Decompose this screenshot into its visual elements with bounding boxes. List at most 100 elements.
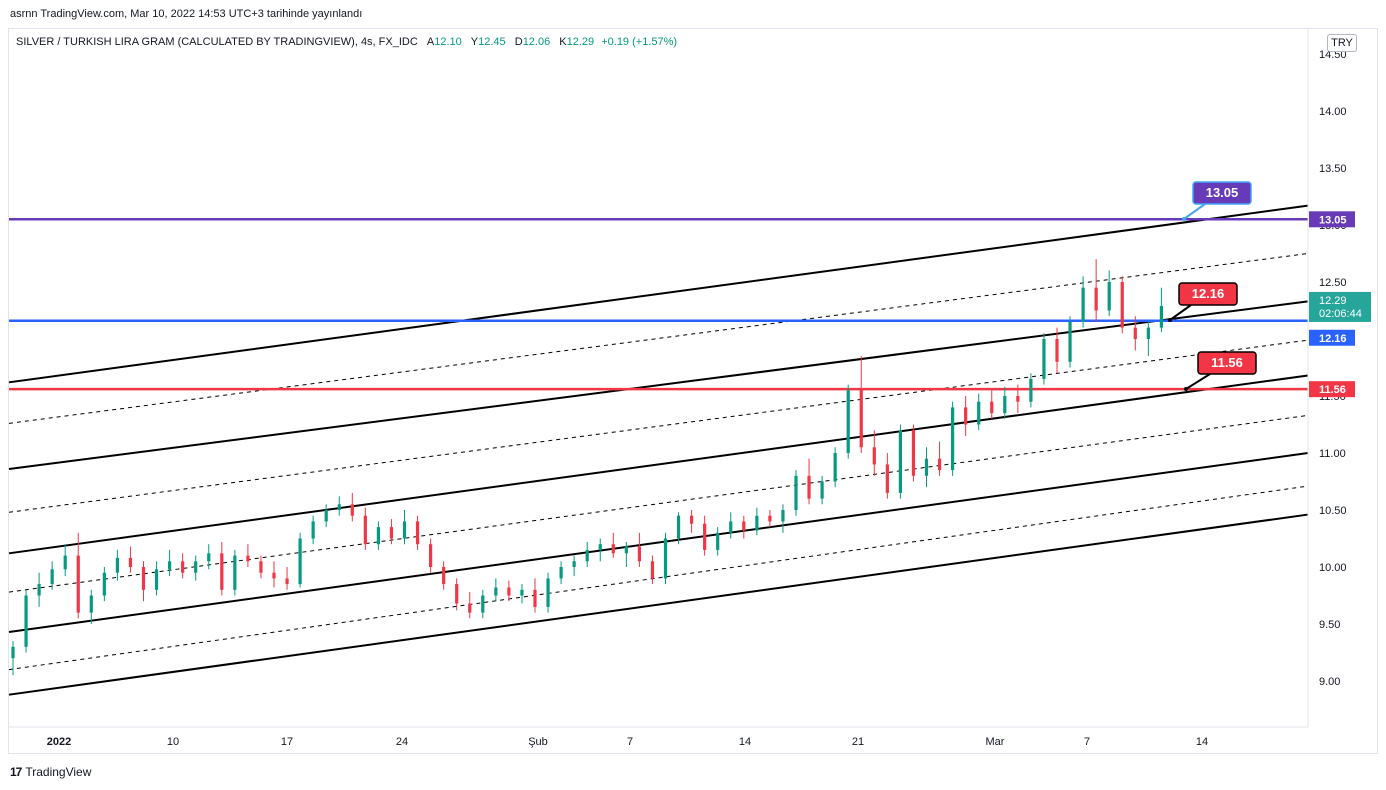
- candle-body: [128, 557, 133, 567]
- axis-value-tag: [1309, 211, 1355, 228]
- channel-solid-line: [8, 204, 1309, 384]
- callout-label: 12.16: [1192, 286, 1225, 301]
- channel-solid-line: [8, 513, 1309, 696]
- candle-body: [585, 549, 589, 562]
- close-value: 12.29: [566, 36, 595, 48]
- candle-body: [429, 544, 433, 567]
- axis-value-tag-label: 12.16: [1319, 333, 1347, 345]
- candle-body: [964, 407, 968, 425]
- chart-frame: [8, 28, 1378, 754]
- price-tick-label: 10.00: [1319, 562, 1347, 574]
- candle-body: [24, 595, 28, 647]
- candle-body: [572, 561, 576, 567]
- candle-body: [350, 504, 354, 516]
- open-value: 12.10: [434, 36, 462, 48]
- candle-body: [1042, 339, 1046, 379]
- time-tick-label: 10: [167, 736, 179, 748]
- candle-body: [833, 453, 837, 482]
- price-tick-label: 10.50: [1319, 505, 1347, 517]
- candle-body: [729, 521, 733, 533]
- tradingview-logo-icon[interactable]: 17: [10, 765, 22, 779]
- candle-body: [337, 504, 341, 510]
- candle-body: [363, 515, 367, 545]
- axis-value-tag-label: 13.05: [1319, 214, 1347, 226]
- candle-body: [990, 401, 994, 414]
- candle-body: [533, 589, 537, 607]
- candle-body: [755, 515, 759, 531]
- current-price-tag: [1309, 291, 1371, 322]
- candle-body: [50, 569, 54, 585]
- candle-body: [154, 569, 159, 590]
- candle-body: [89, 595, 93, 613]
- axis-value-tag: [1309, 329, 1355, 346]
- candle-body: [311, 521, 315, 539]
- candle-body: [1133, 327, 1137, 339]
- time-tick-label: 14: [1196, 736, 1208, 748]
- price-tick-label: 11.00: [1319, 448, 1346, 460]
- callout-anchor: [1182, 217, 1186, 221]
- candle-body: [507, 587, 511, 596]
- callout-box: [1197, 351, 1257, 375]
- candle-body: [272, 572, 276, 579]
- low-label: D: [514, 36, 523, 48]
- candle-body: [376, 527, 380, 545]
- candle-body: [885, 464, 889, 493]
- candle-body: [924, 458, 929, 476]
- candle-body: [63, 555, 67, 570]
- candle-body: [1107, 282, 1111, 311]
- channel-solid-line: [8, 374, 1309, 555]
- callout-label: 11.56: [1211, 355, 1243, 370]
- axis-value-tag: [1309, 381, 1355, 398]
- candle-body: [951, 407, 955, 471]
- time-axis[interactable]: 2022 10 17 24 Şub 7 14 21 Mar 7 14: [9, 726, 1308, 748]
- candle-body: [298, 538, 302, 585]
- candle-body: [1068, 321, 1072, 362]
- callout-pointer: [1169, 304, 1192, 321]
- open-label: A: [426, 36, 435, 48]
- price-tick-label: 14.50: [1319, 49, 1347, 61]
- candle-body: [611, 544, 615, 554]
- callout-anchor: [1184, 387, 1188, 391]
- candle-body: [598, 544, 602, 550]
- callout-box: [1192, 181, 1252, 205]
- candle-body: [977, 401, 981, 425]
- currency-button[interactable]: TRY: [1327, 34, 1357, 52]
- symbol-name[interactable]: SILVER / TURKISH LIRA GRAM (CALCULATED B…: [16, 36, 418, 48]
- price-axis[interactable]: 9.009.5010.0010.5011.0011.5012.0012.5013…: [1307, 29, 1371, 727]
- price-tick-label: 12.50: [1319, 277, 1347, 289]
- candle-body: [141, 567, 146, 590]
- candle-body: [676, 515, 681, 539]
- candle-body: [1159, 305, 1163, 328]
- candle-body: [690, 515, 694, 524]
- candle-body: [520, 589, 524, 596]
- footer: 17 TradingView: [10, 765, 91, 779]
- candle-body: [415, 521, 420, 545]
- candle-body: [781, 510, 785, 522]
- channel-solid-line: [8, 300, 1309, 470]
- price-callouts: 13.05 12.16 11.56: [1168, 181, 1257, 391]
- time-tick-label: 2022: [47, 736, 71, 748]
- candle-body: [859, 390, 863, 448]
- candle-body: [559, 567, 563, 579]
- candle-body: [76, 555, 80, 613]
- time-tick-label: 21: [852, 736, 864, 748]
- candle-body: [442, 567, 446, 585]
- time-tick-label: 17: [281, 736, 293, 748]
- candle-body: [1081, 287, 1085, 322]
- change-value: +0.19 (+1.57%): [601, 36, 678, 48]
- high-label: Y: [470, 36, 479, 48]
- candle-body: [468, 603, 472, 613]
- time-tick-label: 14: [739, 736, 751, 748]
- candle-body: [624, 546, 628, 554]
- candle-body: [794, 475, 798, 510]
- current-price-label: 12.29: [1319, 295, 1347, 307]
- regression-channel: [8, 204, 1309, 696]
- candle-body: [220, 553, 224, 590]
- footer-brand[interactable]: TradingView: [25, 765, 92, 779]
- candle-body: [455, 584, 459, 604]
- candle-body: [703, 523, 707, 550]
- candle-body: [637, 546, 641, 562]
- published-line: asrnn TradingView.com, Mar 10, 2022 14:5…: [10, 8, 363, 20]
- candle-body: [168, 561, 172, 570]
